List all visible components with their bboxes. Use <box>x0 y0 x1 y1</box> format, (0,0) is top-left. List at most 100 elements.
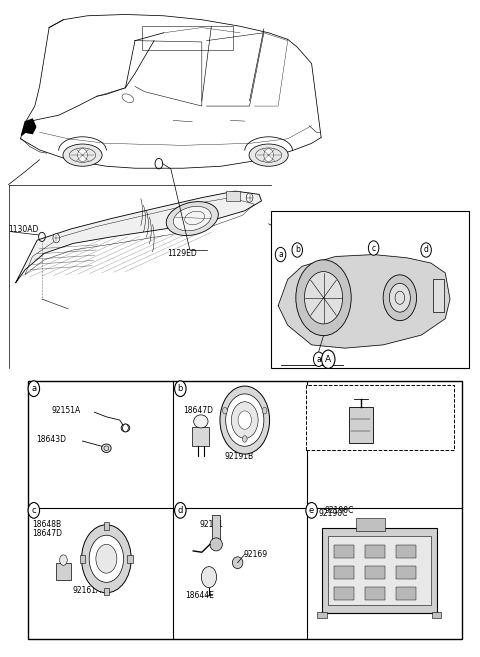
Ellipse shape <box>210 538 222 551</box>
Text: 92191B: 92191B <box>225 451 254 461</box>
Text: 92101A: 92101A <box>335 249 364 258</box>
Text: 18647D: 18647D <box>184 406 214 415</box>
Text: 92161A: 92161A <box>73 585 102 595</box>
Circle shape <box>175 503 186 518</box>
Text: 92151A: 92151A <box>51 406 81 415</box>
Ellipse shape <box>121 424 130 432</box>
Bar <box>396 545 416 558</box>
Bar <box>365 566 385 579</box>
Circle shape <box>82 525 131 593</box>
Bar <box>432 612 442 618</box>
Text: a: a <box>316 355 321 364</box>
Text: 92190C: 92190C <box>319 509 348 518</box>
Text: A: A <box>325 355 331 364</box>
Circle shape <box>175 381 186 397</box>
Polygon shape <box>278 254 450 348</box>
Ellipse shape <box>173 206 211 231</box>
Text: 18644E: 18644E <box>185 591 214 600</box>
Bar <box>80 555 85 562</box>
Bar <box>104 522 109 530</box>
Text: 18648B: 18648B <box>33 520 61 530</box>
Circle shape <box>242 436 247 442</box>
Circle shape <box>313 352 324 367</box>
Circle shape <box>201 566 216 587</box>
Circle shape <box>389 283 410 312</box>
Circle shape <box>60 555 67 565</box>
Bar <box>433 279 444 312</box>
Text: e: e <box>309 506 314 515</box>
Bar <box>306 386 454 449</box>
Circle shape <box>28 381 39 397</box>
Bar <box>334 545 354 558</box>
Text: 1130AD: 1130AD <box>9 225 39 233</box>
Bar <box>192 426 209 446</box>
Circle shape <box>220 386 270 454</box>
Circle shape <box>383 275 417 321</box>
Text: 92161: 92161 <box>199 520 223 530</box>
Ellipse shape <box>194 415 208 428</box>
Text: 92169: 92169 <box>244 550 268 558</box>
Text: a: a <box>31 384 36 393</box>
Bar <box>365 587 385 600</box>
Bar <box>349 407 372 443</box>
Bar <box>317 612 327 618</box>
Circle shape <box>304 271 343 324</box>
Bar <box>104 587 109 595</box>
Text: 18647D: 18647D <box>33 530 62 539</box>
Bar <box>396 566 416 579</box>
Text: c: c <box>32 506 36 515</box>
Ellipse shape <box>249 144 288 166</box>
Circle shape <box>89 535 123 582</box>
Bar <box>322 528 437 613</box>
Text: (HID): (HID) <box>318 388 337 396</box>
Text: 92190C: 92190C <box>325 506 354 515</box>
Text: 18643D: 18643D <box>36 435 66 444</box>
Text: b: b <box>295 246 300 254</box>
Bar <box>28 381 462 639</box>
Bar <box>226 191 240 201</box>
Text: d: d <box>178 506 183 515</box>
Ellipse shape <box>232 557 243 568</box>
Polygon shape <box>22 119 36 135</box>
Polygon shape <box>16 191 262 283</box>
Circle shape <box>322 350 335 369</box>
Bar <box>334 566 354 579</box>
Text: 18641C: 18641C <box>323 397 352 406</box>
Circle shape <box>246 193 253 202</box>
Bar <box>357 518 385 532</box>
Bar <box>365 545 385 558</box>
Circle shape <box>78 148 87 162</box>
Circle shape <box>368 241 379 255</box>
Bar <box>334 587 354 600</box>
Ellipse shape <box>122 94 133 102</box>
Text: 92102A: 92102A <box>335 259 364 267</box>
Circle shape <box>238 411 252 429</box>
Text: a: a <box>278 250 283 259</box>
Text: 1129ED: 1129ED <box>168 249 197 258</box>
Circle shape <box>292 243 302 257</box>
Bar <box>271 211 469 368</box>
Text: VIEW: VIEW <box>285 355 307 365</box>
Circle shape <box>306 503 317 518</box>
Text: c: c <box>372 244 376 252</box>
Circle shape <box>421 243 432 257</box>
Bar <box>212 515 220 541</box>
Circle shape <box>226 394 264 446</box>
Circle shape <box>96 545 117 573</box>
Ellipse shape <box>102 444 111 453</box>
Circle shape <box>296 260 351 336</box>
Circle shape <box>262 407 267 414</box>
Circle shape <box>276 248 286 261</box>
Text: b: b <box>178 384 183 393</box>
Circle shape <box>223 407 228 414</box>
Bar <box>56 563 71 579</box>
Ellipse shape <box>166 202 218 236</box>
Bar <box>396 587 416 600</box>
Ellipse shape <box>63 144 102 166</box>
Circle shape <box>122 424 128 432</box>
Circle shape <box>231 402 258 438</box>
Circle shape <box>53 234 60 243</box>
Text: d: d <box>424 246 429 254</box>
Circle shape <box>28 503 39 518</box>
Bar <box>127 555 133 562</box>
